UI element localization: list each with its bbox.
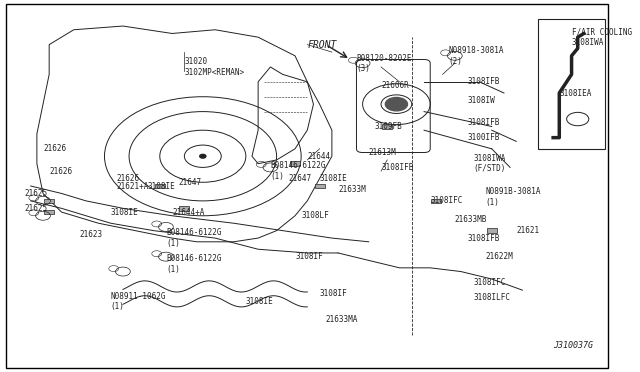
Text: 21623: 21623 <box>80 230 103 239</box>
Text: FRONT: FRONT <box>307 40 337 49</box>
Text: 3108IFB: 3108IFB <box>467 234 499 243</box>
Text: 21644: 21644 <box>307 152 330 161</box>
Text: 3108IFC: 3108IFC <box>473 278 506 287</box>
Text: N08918-3081A
(2): N08918-3081A (2) <box>449 46 504 65</box>
Text: 3108LF: 3108LF <box>301 211 329 220</box>
Text: B08146-6122G
(1): B08146-6122G (1) <box>166 228 221 248</box>
Text: 21621+A: 21621+A <box>116 182 149 190</box>
Text: 3108IF: 3108IF <box>319 289 348 298</box>
Circle shape <box>385 97 408 111</box>
Text: 21647: 21647 <box>178 178 202 187</box>
Text: J310037G: J310037G <box>553 341 593 350</box>
Text: 3108IE: 3108IE <box>147 182 175 190</box>
Text: 21626: 21626 <box>43 144 66 153</box>
Bar <box>44 210 54 214</box>
Text: 3108IW: 3108IW <box>467 96 495 105</box>
Text: 21633M: 21633M <box>338 185 366 194</box>
Text: 21626: 21626 <box>116 174 140 183</box>
Text: 3108IEA: 3108IEA <box>559 89 591 97</box>
Bar <box>44 199 54 203</box>
Text: 3108IF: 3108IF <box>295 252 323 261</box>
Text: 3100IFB: 3100IFB <box>467 133 499 142</box>
Bar <box>155 184 164 188</box>
Bar <box>431 199 441 203</box>
Text: 31020
3102MP<REMAN>: 31020 3102MP<REMAN> <box>184 57 244 77</box>
Text: 3109FB: 3109FB <box>375 122 403 131</box>
Text: B08146-6122G
(1): B08146-6122G (1) <box>271 161 326 181</box>
Text: B08146-6122G
(1): B08146-6122G (1) <box>166 254 221 274</box>
Bar <box>179 206 189 211</box>
Text: 3108IFB: 3108IFB <box>467 118 499 127</box>
Text: 21625: 21625 <box>24 189 48 198</box>
Text: 3108IE: 3108IE <box>246 297 273 306</box>
Text: 21622M: 21622M <box>486 252 513 261</box>
Text: 3108ILFC: 3108ILFC <box>473 293 510 302</box>
Text: 21613M: 21613M <box>369 148 397 157</box>
Circle shape <box>200 154 206 158</box>
Text: 3108IE: 3108IE <box>319 174 348 183</box>
Text: 21644+A: 21644+A <box>172 208 204 217</box>
Text: 21621: 21621 <box>516 226 540 235</box>
Bar <box>382 124 392 129</box>
Text: N08911-1062G
(1): N08911-1062G (1) <box>111 292 166 311</box>
Text: F/AIR COOLING
3108IWA: F/AIR COOLING 3108IWA <box>572 28 632 47</box>
Text: 21647: 21647 <box>289 174 312 183</box>
Text: 21625: 21625 <box>24 204 48 213</box>
Bar <box>538 19 605 149</box>
Text: 21633MB: 21633MB <box>455 215 487 224</box>
Text: 3108IFB: 3108IFB <box>381 163 413 172</box>
Bar <box>487 228 497 233</box>
Bar <box>290 161 300 166</box>
Text: 3108IE: 3108IE <box>111 208 138 217</box>
Text: 3108IWA
(F/STD): 3108IWA (F/STD) <box>473 154 506 173</box>
Text: 21633MA: 21633MA <box>326 315 358 324</box>
Text: 3108IFC: 3108IFC <box>430 196 463 205</box>
Text: 3108IFB: 3108IFB <box>467 77 499 86</box>
Bar <box>315 184 324 188</box>
Text: 21606R: 21606R <box>381 81 409 90</box>
Text: B08120-8202E
(3): B08120-8202E (3) <box>356 54 412 73</box>
Text: 21626: 21626 <box>49 167 72 176</box>
Text: N0891B-3081A
(1): N0891B-3081A (1) <box>486 187 541 207</box>
